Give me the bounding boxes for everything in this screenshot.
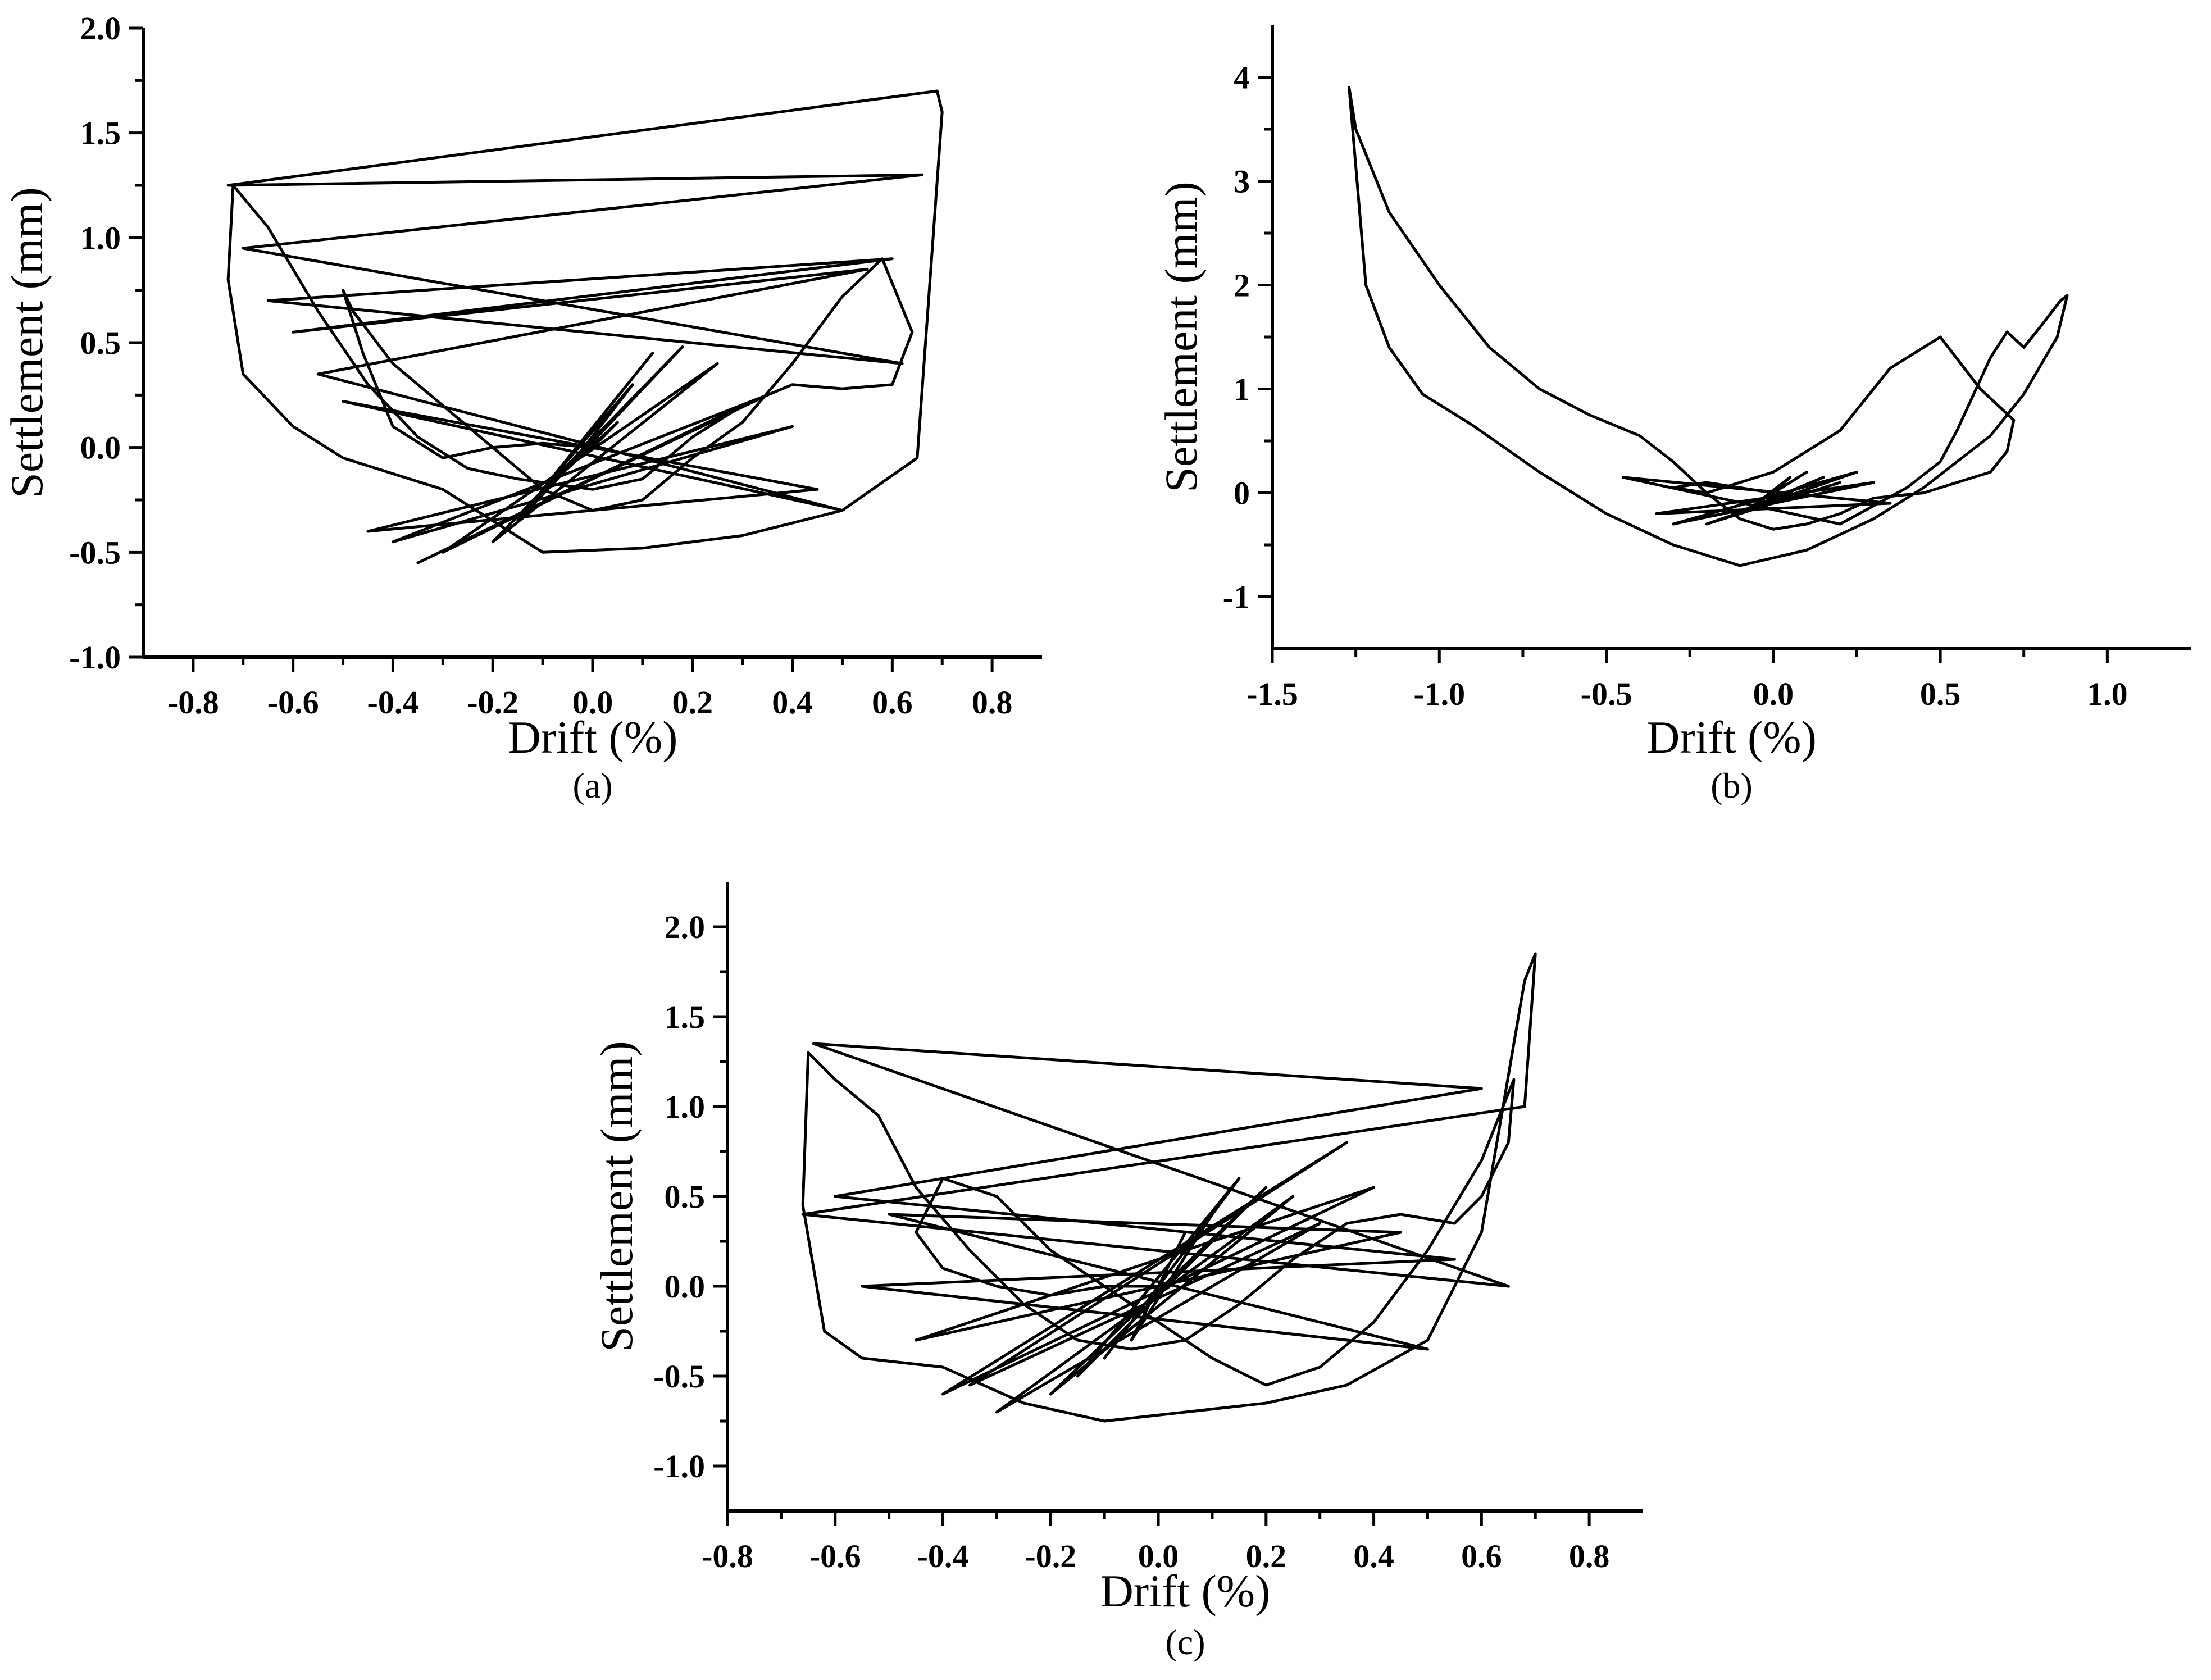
chart-panel-c: -0.8 -0.6 -0.4 -0.2 0.0 0.2 0.4 0.6 0.8 -1.0 -0.5 0… bbox=[591, 882, 1643, 1662]
y-tick-label: 4 bbox=[1234, 60, 1250, 96]
y-axis-title: Settlement (mm) bbox=[591, 1041, 642, 1351]
x-tick-label: 0.5 bbox=[1920, 676, 1961, 712]
panel-label: (a) bbox=[572, 766, 612, 805]
x-tick-label: -0.6 bbox=[267, 684, 319, 721]
chart-panel-a: -0.8 -0.6 -0.4 -0.2 0.0 0.2 0.4 0.6 0.8 -1.0 -0.5 0… bbox=[1, 10, 1042, 805]
series-line-hysteresis bbox=[801, 952, 1537, 1423]
y-tick-label: 0.0 bbox=[665, 1268, 706, 1305]
x-tick-label: 0.6 bbox=[1461, 1538, 1502, 1574]
x-tick-label: -0.4 bbox=[917, 1538, 969, 1574]
panel-label: (c) bbox=[1165, 1622, 1205, 1662]
y-tick-label: 0.5 bbox=[665, 1178, 706, 1215]
x-tick-label: 0.2 bbox=[1246, 1538, 1287, 1574]
y-tick-label: 0.5 bbox=[80, 325, 121, 361]
y-tick-label: 2 bbox=[1234, 267, 1250, 304]
y-tick-label: 1.0 bbox=[665, 1089, 706, 1125]
y-tick-label: -1.0 bbox=[653, 1448, 705, 1485]
series-line-hysteresis bbox=[226, 89, 944, 564]
x-tick-label: 0.8 bbox=[1569, 1538, 1610, 1574]
y-axis-title: Settlement (mm) bbox=[1, 187, 52, 498]
y-tick-label: 2.0 bbox=[80, 10, 121, 47]
y-tick-label: 3 bbox=[1234, 163, 1250, 200]
y-axis-title: Settlement (mm) bbox=[1155, 181, 1207, 492]
x-tick-label: 1.0 bbox=[2087, 676, 2128, 712]
y-tick-label: -1.0 bbox=[69, 639, 121, 676]
x-tick-label: 0.4 bbox=[1353, 1538, 1394, 1574]
y-tick-label: -0.5 bbox=[653, 1358, 705, 1395]
x-tick-label: -0.6 bbox=[809, 1538, 861, 1574]
x-tick-label: 0.0 bbox=[572, 684, 613, 721]
panel-label: (b) bbox=[1710, 766, 1753, 805]
y-tick-label: -1 bbox=[1223, 579, 1250, 616]
x-tick-label: 0.2 bbox=[672, 684, 713, 721]
y-tick-label: 2.0 bbox=[665, 909, 706, 945]
y-tick-label: 1 bbox=[1234, 371, 1250, 408]
x-tick-label: -0.2 bbox=[1025, 1538, 1076, 1574]
x-tick-label: 0.6 bbox=[872, 684, 913, 721]
x-axis-title: Drift (%) bbox=[508, 712, 678, 763]
x-tick-label: 0.8 bbox=[972, 684, 1013, 721]
x-tick-label: -1.0 bbox=[1413, 676, 1465, 712]
y-tick-label: 1.0 bbox=[80, 220, 121, 256]
x-tick-label: 0.4 bbox=[772, 684, 813, 721]
x-tick-label: 0.0 bbox=[1138, 1538, 1179, 1574]
y-tick-label: 0 bbox=[1234, 475, 1250, 512]
x-tick-label: -0.5 bbox=[1581, 676, 1632, 712]
chart-panel-b: -1.5 -1.0 -0.5 0.0 0.5 1.0 -1 0 1 2 3 4 Drift (%) Set… bbox=[1155, 25, 2191, 805]
y-tick-label: -0.5 bbox=[69, 534, 121, 571]
x-tick-label: -0.8 bbox=[702, 1538, 753, 1574]
y-tick-label: 1.5 bbox=[665, 999, 706, 1035]
x-tick-label: -0.8 bbox=[167, 684, 219, 721]
x-axis-title: Drift (%) bbox=[1100, 1565, 1271, 1617]
y-tick-label: 0.0 bbox=[80, 430, 121, 466]
x-tick-label: -1.5 bbox=[1246, 676, 1298, 712]
x-tick-label: 0.0 bbox=[1753, 676, 1794, 712]
y-tick-label: 1.5 bbox=[80, 115, 121, 152]
x-axis-title: Drift (%) bbox=[1646, 712, 1817, 763]
x-tick-label: -0.4 bbox=[367, 684, 419, 721]
x-tick-label: -0.2 bbox=[467, 684, 518, 721]
series-line-hysteresis bbox=[1348, 86, 2069, 567]
